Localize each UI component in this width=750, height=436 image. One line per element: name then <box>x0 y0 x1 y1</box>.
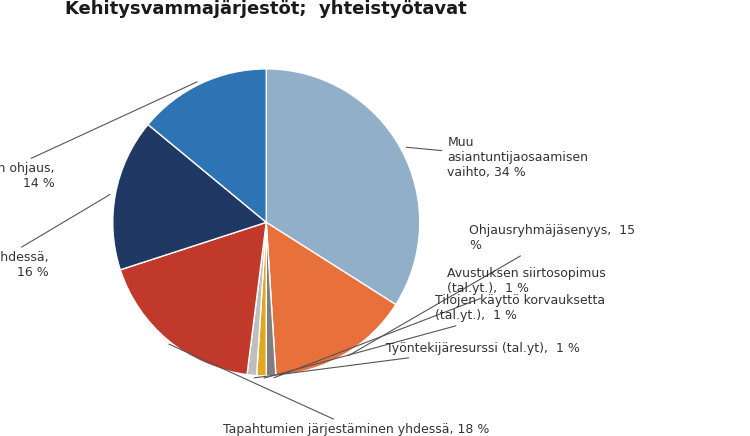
Wedge shape <box>148 69 266 222</box>
Title: Kehitysvammajärjestöt;  yhteistyötavat: Kehitysvammajärjestöt; yhteistyötavat <box>65 0 467 18</box>
Wedge shape <box>120 222 266 375</box>
Text: Tilojen käyttö korvauksetta
(tal.yt.),  1 %: Tilojen käyttö korvauksetta (tal.yt.), 1… <box>264 294 605 378</box>
Text: Avustuksen siirtosopimus
(tal.yt.),  1 %: Avustuksen siirtosopimus (tal.yt.), 1 % <box>274 267 606 378</box>
Text: Asiakkaiden ohjaus,
14 %: Asiakkaiden ohjaus, 14 % <box>0 82 197 191</box>
Wedge shape <box>247 222 266 375</box>
Wedge shape <box>266 222 276 376</box>
Wedge shape <box>266 222 396 375</box>
Text: Ohjausryhmäjäsenyys,  15
%: Ohjausryhmäjäsenyys, 15 % <box>348 224 635 356</box>
Text: Työntekijäresurssi (tal.yt),  1 %: Työntekijäresurssi (tal.yt), 1 % <box>254 342 580 378</box>
Wedge shape <box>256 222 266 376</box>
Text: Tapahtumien järjestäminen yhdessä, 18 %: Tapahtumien järjestäminen yhdessä, 18 % <box>169 344 490 436</box>
Wedge shape <box>112 125 266 270</box>
Text: Muu
asiantuntijaosaamisen
vaihto, 34 %: Muu asiantuntijaosaamisen vaihto, 34 % <box>406 136 588 179</box>
Text: Viestintä yhdessä,
16 %: Viestintä yhdessä, 16 % <box>0 194 110 279</box>
Wedge shape <box>266 69 420 305</box>
